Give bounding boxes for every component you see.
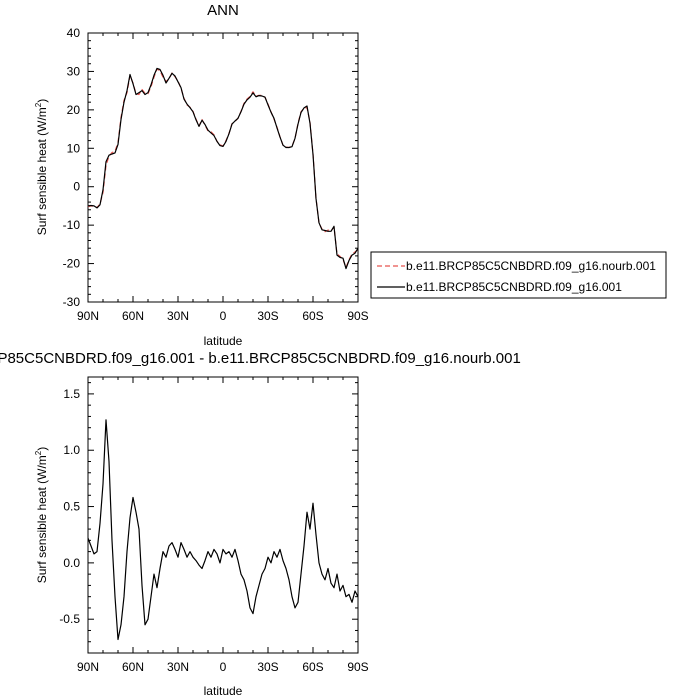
- bottom-x-tick-label: 60N: [122, 660, 144, 674]
- top-plot-frame: [87, 32, 359, 303]
- bottom-y-tick-label: -0.5: [59, 612, 80, 626]
- bottom-x-axis-label: latitude: [204, 684, 243, 698]
- top-y-tick-label: -20: [63, 257, 81, 271]
- top-x-tick-label: 30N: [167, 309, 189, 323]
- bottom-y-tick-label: 1.5: [63, 387, 80, 401]
- top-y-tick-label: 10: [67, 141, 81, 155]
- legend: b.e11.BRCP85C5CNBDRD.f09_g16.nourb.001 b…: [370, 251, 667, 299]
- top-x-tick-label: 90S: [347, 309, 368, 323]
- legend-box: [370, 251, 667, 299]
- bottom-panel-title: b.e11.BRCP85C5CNBDRD.f09_g16.001 - b.e11…: [0, 350, 521, 367]
- bottom-y-tick-label: 0.5: [63, 500, 80, 514]
- top-ticks: 90N 60N 30N 0 30S 60S 90S -30 -20 -10 0 10 20 30 40: [63, 26, 369, 323]
- top-series: [87, 67, 359, 270]
- top-panel: ANN 90N 60N 30N 0 30S 60S 90S -30 -20 -10 0 10 20 30 4…: [34, 2, 667, 348]
- top-y-tick-label: -30: [63, 295, 81, 309]
- top-x-tick-label: 0: [220, 309, 227, 323]
- top-y-axis-label-sup: 2: [34, 102, 43, 107]
- bottom-x-tick-label: 30S: [257, 660, 278, 674]
- bottom-ticks: 90N 60N 30N 0 30S 60S 90S -0.5 0.0 0.5 1.0 1.5: [59, 377, 369, 674]
- bottom-y-axis-label-end: ): [35, 447, 49, 451]
- top-series-line-0: [87, 68, 359, 268]
- top-y-tick-label: 30: [67, 64, 81, 78]
- bottom-x-tick-label: 90S: [347, 660, 368, 674]
- top-y-axis-label-main: Surf sensible heat (W/m: [35, 107, 49, 235]
- bottom-x-tick-label: 60S: [302, 660, 323, 674]
- top-x-tick-label: 60N: [122, 309, 144, 323]
- top-x-tick-label: 90N: [77, 309, 99, 323]
- bottom-y-tick-label: 0.0: [63, 556, 80, 570]
- legend-label-urban: b.e11.BRCP85C5CNBDRD.f09_g16.001: [406, 280, 622, 294]
- bottom-plot-frame: [87, 376, 359, 654]
- bottom-panel: b.e11.BRCP85C5CNBDRD.f09_g16.001 - b.e11…: [0, 350, 521, 698]
- bottom-x-tick-label: 30N: [167, 660, 189, 674]
- legend-label-nourb: b.e11.BRCP85C5CNBDRD.f09_g16.nourb.001: [406, 259, 656, 273]
- top-y-tick-label: 0: [73, 180, 80, 194]
- top-x-axis-label: latitude: [204, 334, 243, 348]
- top-y-tick-label: 20: [67, 103, 81, 117]
- bottom-x-tick-label: 0: [220, 660, 227, 674]
- top-y-axis-label: Surf sensible heat (W/m2): [34, 99, 49, 236]
- top-panel-title: ANN: [207, 2, 239, 19]
- bottom-y-tick-label: 1.0: [63, 443, 80, 457]
- top-y-tick-label: -10: [63, 218, 81, 232]
- bottom-y-axis-label: Surf sensible heat (W/m2): [34, 447, 49, 584]
- top-y-tick-label: 40: [67, 26, 81, 40]
- bottom-y-axis-label-sup: 2: [34, 450, 43, 455]
- bottom-x-tick-label: 90N: [77, 660, 99, 674]
- top-x-tick-label: 60S: [302, 309, 323, 323]
- top-x-tick-label: 30S: [257, 309, 278, 323]
- bottom-series-line-0: [87, 419, 359, 641]
- bottom-y-axis-label-main: Surf sensible heat (W/m: [35, 455, 49, 583]
- top-y-axis-label-end: ): [35, 99, 49, 103]
- bottom-series: [87, 419, 359, 641]
- top-series-line-1: [87, 67, 359, 270]
